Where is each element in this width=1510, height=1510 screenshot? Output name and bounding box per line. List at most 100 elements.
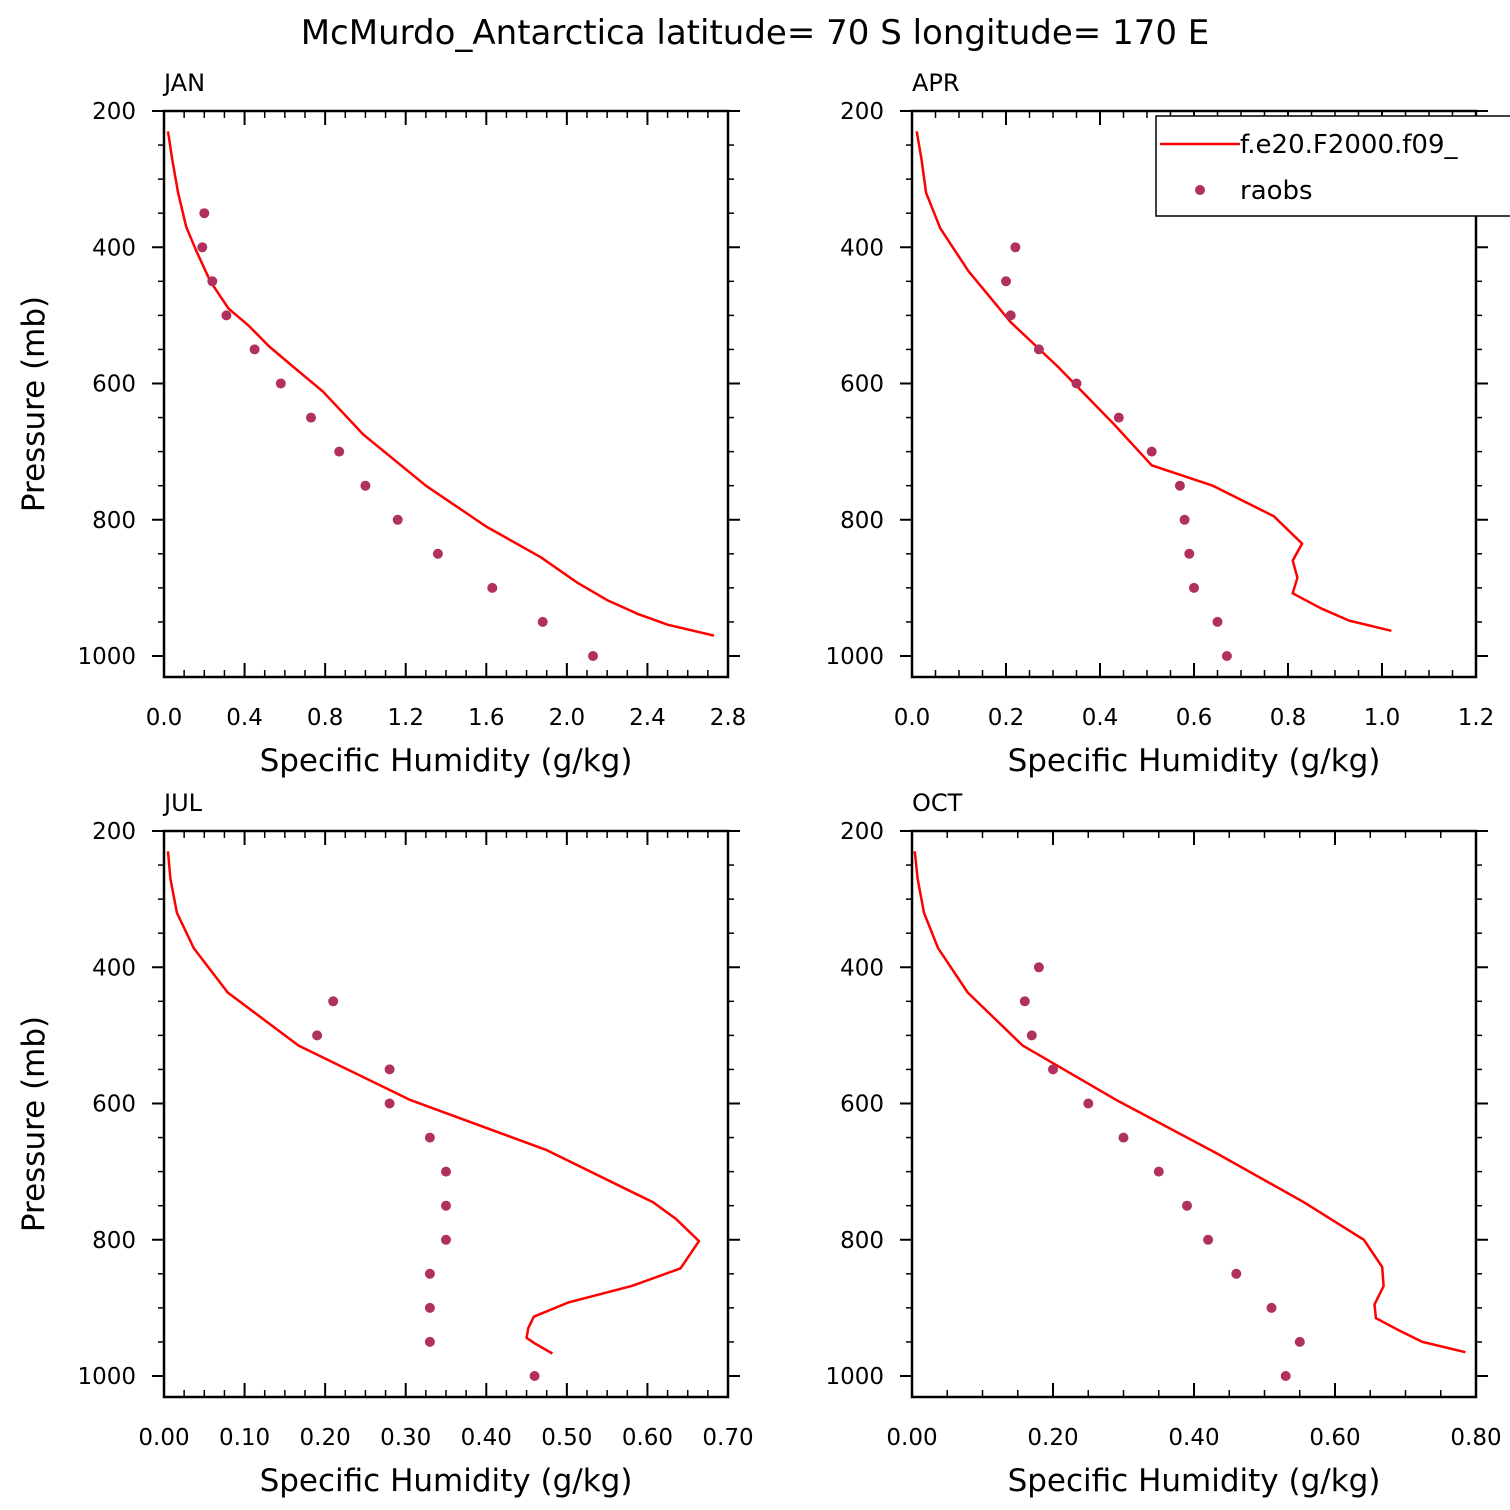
model-series-line xyxy=(913,851,1466,1354)
legend-obs-marker xyxy=(1195,185,1205,195)
raobs-point xyxy=(360,480,371,491)
model-series-line xyxy=(166,131,715,637)
x-tick-label: 0.0 xyxy=(146,705,183,731)
x-tick-label: 0.50 xyxy=(541,1425,592,1451)
raobs-point xyxy=(424,1132,435,1143)
y-tick-label: 600 xyxy=(92,372,136,398)
model-series-line xyxy=(166,851,701,1355)
raobs-point xyxy=(275,378,286,389)
raobs-point xyxy=(1146,446,1157,457)
x-tick-label: 0.80 xyxy=(1450,1425,1501,1451)
raobs-point xyxy=(197,242,208,253)
legend: f.e20.F2000.f09_ raobs xyxy=(1155,115,1510,217)
raobs-point xyxy=(392,514,403,525)
panel-title: JUL xyxy=(162,789,203,817)
model-series-line xyxy=(915,131,1392,633)
y-axis-label: Pressure (mb) xyxy=(16,296,52,512)
raobs-point xyxy=(1083,1098,1094,1109)
panel-oct: OCT 0.00 0.20 0.40 0.60 0.80 200 400 600 800 1000 S… xyxy=(825,789,1501,1499)
raobs-point xyxy=(1118,1132,1129,1143)
x-tick-label: 0.2 xyxy=(988,705,1025,731)
raobs-point xyxy=(1182,1200,1192,1211)
main-title: McMurdo_Antarctica latitude= 70 S longit… xyxy=(301,13,1210,53)
raobs-point xyxy=(1113,412,1124,423)
y-tick-label: 400 xyxy=(92,955,136,981)
y-tick-label: 400 xyxy=(840,235,884,261)
panel-jul: JUL 0.00 0.10 0.20 0.30 0.40 0.50 0.60 0.70 200 40… xyxy=(16,789,754,1499)
x-tick-label: 1.2 xyxy=(387,705,424,731)
x-tick-label: 0.20 xyxy=(300,1425,351,1451)
raobs-point xyxy=(312,1030,323,1041)
y-tick-label: 1000 xyxy=(825,644,884,670)
x-axis-label: Specific Humidity (g/kg) xyxy=(260,1463,633,1499)
panel-title: OCT xyxy=(912,789,963,817)
raobs-point xyxy=(1266,1302,1277,1313)
x-tick-label: 0.8 xyxy=(307,705,344,731)
raobs-point xyxy=(1001,276,1011,287)
raobs-point xyxy=(306,412,316,423)
raobs-point xyxy=(588,651,598,661)
x-tick-label: 0.00 xyxy=(138,1425,189,1451)
raobs-point xyxy=(1033,962,1044,973)
raobs-point xyxy=(424,1336,435,1347)
panel-jan: JAN 0.0 0.4 0.8 1.2 1.6 2.0 2.4 2.8 200 400 600 800 1… xyxy=(16,69,746,779)
x-tick-label: 0.40 xyxy=(461,1425,512,1451)
y-tick-label: 200 xyxy=(840,819,884,845)
x-tick-label: 2.4 xyxy=(629,705,666,731)
raobs-point xyxy=(1048,1064,1058,1075)
raobs-point xyxy=(424,1302,435,1313)
x-tick-label: 0.30 xyxy=(380,1425,431,1451)
raobs-point xyxy=(1019,996,1030,1007)
panel-title: APR xyxy=(912,69,960,97)
x-axis-label: Specific Humidity (g/kg) xyxy=(1008,1463,1381,1499)
x-tick-label: 0.70 xyxy=(702,1425,753,1451)
x-tick-label: 0.60 xyxy=(622,1425,673,1451)
x-tick-label: 0.0 xyxy=(894,705,931,731)
panel-apr: APR 0.0 0.2 0.4 0.6 0.8 1.0 1.2 200 400 600 800 1000… xyxy=(825,69,1494,779)
y-tick-label: 400 xyxy=(92,235,136,261)
y-tick-label: 200 xyxy=(840,99,884,125)
raobs-point xyxy=(1212,616,1223,627)
raobs-point xyxy=(1231,1268,1242,1279)
raobs-point xyxy=(334,446,345,457)
y-tick-label: 400 xyxy=(840,955,884,981)
raobs-point xyxy=(432,548,443,559)
y-tick-label: 1000 xyxy=(77,644,136,670)
y-tick-label: 800 xyxy=(840,1228,884,1254)
x-tick-label: 0.6 xyxy=(1176,705,1213,731)
x-tick-label: 0.40 xyxy=(1168,1425,1219,1451)
legend-box xyxy=(1155,115,1510,217)
x-tick-label: 0.8 xyxy=(1270,705,1307,731)
raobs-point xyxy=(384,1064,395,1075)
y-tick-label: 600 xyxy=(840,372,884,398)
raobs-point xyxy=(529,1371,540,1381)
y-tick-label: 1000 xyxy=(77,1364,136,1390)
raobs-point xyxy=(424,1268,435,1279)
x-tick-label: 1.0 xyxy=(1364,705,1401,731)
raobs-point xyxy=(1203,1234,1214,1245)
raobs-point xyxy=(441,1234,451,1245)
raobs-point xyxy=(384,1098,395,1109)
raobs-point xyxy=(1221,651,1232,661)
x-tick-label: 0.60 xyxy=(1309,1425,1360,1451)
x-tick-label: 1.2 xyxy=(1458,705,1495,731)
raobs-point xyxy=(1071,378,1082,389)
y-axis-label: Pressure (mb) xyxy=(16,1016,52,1232)
x-tick-label: 0.00 xyxy=(886,1425,937,1451)
y-tick-label: 600 xyxy=(840,1092,884,1118)
x-tick-label: 1.6 xyxy=(468,705,505,731)
raobs-point xyxy=(1189,582,1199,593)
y-tick-label: 200 xyxy=(92,819,136,845)
raobs-point xyxy=(537,616,548,627)
raobs-point xyxy=(249,344,260,355)
y-tick-label: 200 xyxy=(92,99,136,125)
raobs-point xyxy=(441,1166,451,1177)
raobs-point xyxy=(1005,310,1016,321)
raobs-point xyxy=(1174,480,1185,491)
x-tick-label: 0.10 xyxy=(219,1425,270,1451)
raobs-point xyxy=(1010,242,1021,253)
raobs-point xyxy=(487,582,498,593)
raobs-point xyxy=(441,1200,451,1211)
x-tick-label: 2.8 xyxy=(710,705,747,731)
